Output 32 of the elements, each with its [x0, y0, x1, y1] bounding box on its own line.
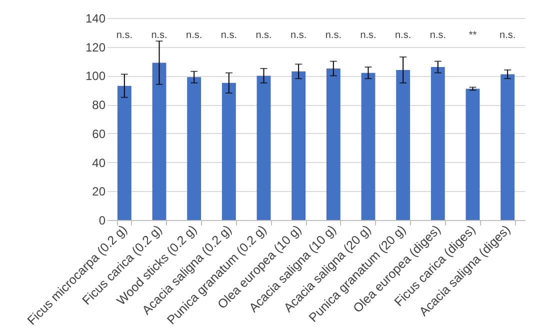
bar: [430, 67, 445, 220]
annotation: n.s.: [220, 30, 237, 42]
y-tick-label: 120: [85, 40, 106, 54]
bar: [396, 70, 410, 220]
y-tick-label: 40: [92, 156, 106, 170]
bar: [256, 76, 271, 220]
bar: [361, 72, 376, 220]
annotation: n.s.: [116, 30, 132, 42]
annotation: n.s.: [290, 30, 307, 42]
bar: [222, 82, 236, 220]
annotation: n.s.: [186, 30, 202, 42]
bar: [500, 74, 515, 220]
bar: [187, 77, 202, 220]
y-tick-label: 80: [92, 98, 106, 112]
bar: [117, 86, 132, 220]
y-tick-label: 0: [98, 214, 106, 228]
y-tick-label: 60: [92, 126, 106, 141]
annotation: n.s.: [151, 30, 168, 42]
bar: [152, 62, 166, 220]
bar: [466, 88, 480, 220]
annotation: n.s.: [360, 30, 376, 42]
y-tick-label: 100: [85, 69, 106, 84]
y-tick-label: 20: [92, 184, 106, 199]
bar: [292, 71, 306, 220]
annotation: **: [468, 30, 477, 42]
y-tick-label: 140: [85, 12, 106, 26]
annotation: n.s.: [430, 30, 446, 42]
bar: [326, 68, 340, 220]
annotation: n.s.: [500, 30, 516, 42]
annotation: n.s.: [395, 30, 412, 42]
annotation: n.s.: [256, 30, 272, 42]
annotation: n.s.: [325, 30, 342, 42]
